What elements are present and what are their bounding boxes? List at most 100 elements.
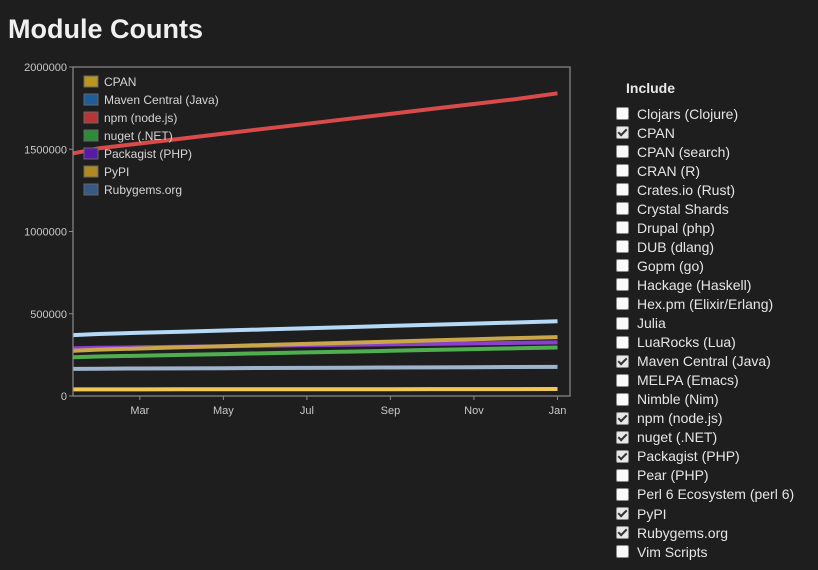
x-tick-label: Mar [130, 405, 149, 417]
include-option-label: Clojars (Clojure) [637, 105, 739, 122]
legend-label: Maven Central (Java) [104, 93, 219, 107]
include-option[interactable]: Nimble (Nim) [614, 390, 818, 409]
include-option[interactable]: Vim Scripts [614, 542, 818, 561]
legend-swatch [83, 165, 99, 178]
include-option-label: CPAN [637, 124, 675, 141]
include-checkbox[interactable] [616, 411, 629, 425]
include-option-label: Pear (PHP) [637, 467, 709, 484]
series-line-nuget-net [72, 345, 558, 360]
include-checkbox[interactable] [616, 221, 629, 235]
include-checkbox[interactable] [616, 145, 629, 159]
include-option-label: Gopm (go) [637, 257, 704, 274]
include-checkbox[interactable] [616, 107, 629, 121]
module-counts-chart: 0 500000 1000000 1500000 2000000 Mar May Jul Sep… [0, 60, 580, 430]
include-option[interactable]: PyPI [614, 504, 818, 523]
include-checkbox[interactable] [616, 126, 629, 140]
legend-swatch [83, 129, 99, 142]
include-option-label: Hackage (Haskell) [637, 276, 752, 293]
chart-svg: 0 500000 1000000 1500000 2000000 Mar May Jul Sep… [24, 62, 571, 417]
include-option-label: Crystal Shards [637, 200, 729, 217]
include-option[interactable]: LuaRocks (Lua) [614, 333, 818, 352]
include-checkbox[interactable] [616, 507, 629, 520]
legend-label: Rubygems.org [104, 183, 182, 197]
include-option[interactable]: Gopm (go) [614, 256, 818, 275]
include-option-label: Hex.pm (Elixir/Erlang) [637, 295, 774, 312]
include-option-label: Packagist (PHP) [637, 448, 740, 465]
series-line-rubygems-org [72, 364, 558, 371]
include-option-label: LuaRocks (Lua) [637, 334, 736, 351]
include-checkbox[interactable] [616, 545, 629, 559]
include-option-label: MELPA (Emacs) [637, 372, 739, 389]
include-option[interactable]: Crystal Shards [614, 199, 818, 218]
include-option-label: Vim Scripts [637, 543, 708, 560]
legend-label: Packagist (PHP) [104, 147, 192, 161]
include-option[interactable]: Crates.io (Rust) [614, 180, 818, 199]
y-tick-label: 0 [61, 391, 67, 403]
y-tick-label: 1000000 [24, 227, 67, 239]
include-option[interactable]: npm (node.js) [614, 409, 818, 428]
include-option[interactable]: DUB (dlang) [614, 237, 818, 256]
include-checkbox[interactable] [616, 449, 629, 463]
include-option[interactable]: Perl 6 Ecosystem (perl 6) [614, 485, 818, 504]
include-checkbox[interactable] [616, 297, 629, 311]
series-line-maven-central-java [72, 319, 558, 338]
include-option[interactable]: Maven Central (Java) [614, 352, 818, 371]
include-option[interactable]: nuget (.NET) [614, 428, 818, 447]
include-option[interactable]: Drupal (php) [614, 218, 818, 237]
include-checkbox[interactable] [616, 164, 629, 178]
include-option[interactable]: MELPA (Emacs) [614, 371, 818, 390]
include-option[interactable]: CPAN [614, 123, 818, 142]
include-checkbox[interactable] [616, 373, 629, 387]
legend-label: npm (node.js) [104, 111, 177, 125]
include-checkbox[interactable] [616, 335, 629, 349]
include-option[interactable]: Rubygems.org [614, 523, 818, 542]
include-checkbox[interactable] [616, 526, 629, 540]
include-checkbox[interactable] [616, 392, 629, 406]
include-checkbox[interactable] [616, 487, 629, 501]
x-tick-label: Nov [464, 405, 484, 417]
include-option[interactable]: Packagist (PHP) [614, 447, 818, 466]
include-option[interactable]: Hackage (Haskell) [614, 275, 818, 294]
include-option[interactable]: Clojars (Clojure) [614, 104, 818, 123]
include-option-label: Maven Central (Java) [637, 353, 771, 370]
include-option[interactable]: CPAN (search) [614, 142, 818, 161]
include-option[interactable]: Hex.pm (Elixir/Erlang) [614, 294, 818, 313]
x-tick-label: Sep [381, 405, 401, 417]
plot-border [72, 66, 571, 397]
legend-label: CPAN [104, 75, 136, 89]
page-title: Module Counts [8, 14, 203, 44]
y-tick-label: 1500000 [24, 144, 67, 156]
include-checkbox[interactable] [616, 240, 629, 254]
legend-swatch [83, 147, 99, 160]
include-option[interactable]: CRAN (R) [614, 161, 818, 180]
include-checkbox[interactable] [616, 316, 629, 330]
include-option-label: Nimble (Nim) [637, 391, 719, 408]
include-option[interactable]: Pear (PHP) [614, 466, 818, 485]
include-checkbox[interactable] [616, 430, 629, 444]
include-options-list: Clojars (Clojure) CPAN CPAN (search) CRAN (… [614, 104, 818, 561]
x-tick-label: May [213, 405, 234, 417]
include-option-label: CPAN (search) [637, 143, 731, 160]
include-checkbox[interactable] [616, 354, 629, 368]
include-option-label: Perl 6 Ecosystem (perl 6) [637, 486, 795, 503]
include-checkbox[interactable] [616, 468, 629, 482]
include-checkbox[interactable] [616, 202, 629, 216]
x-tick-label: Jan [549, 405, 567, 417]
include-option-label: nuget (.NET) [637, 429, 718, 446]
series-line-npm-node-js [72, 91, 558, 156]
include-option[interactable]: Julia [614, 314, 818, 333]
include-panel: Include Clojars (Clojure) CPAN CPAN (searc… [614, 78, 818, 561]
include-option-label: npm (node.js) [637, 410, 723, 427]
include-option-label: Crates.io (Rust) [637, 181, 736, 198]
legend-swatch [83, 93, 99, 106]
include-checkbox[interactable] [616, 278, 629, 292]
legend-swatch [83, 111, 99, 124]
include-option-label: DUB (dlang) [637, 238, 715, 255]
series-line-pypi [72, 335, 558, 353]
legend-swatch [83, 75, 99, 88]
legend-swatch [83, 183, 99, 196]
include-option-label: Rubygems.org [637, 524, 729, 541]
include-checkbox[interactable] [616, 183, 629, 197]
x-tick-label: Jul [300, 405, 314, 417]
include-checkbox[interactable] [616, 259, 629, 273]
